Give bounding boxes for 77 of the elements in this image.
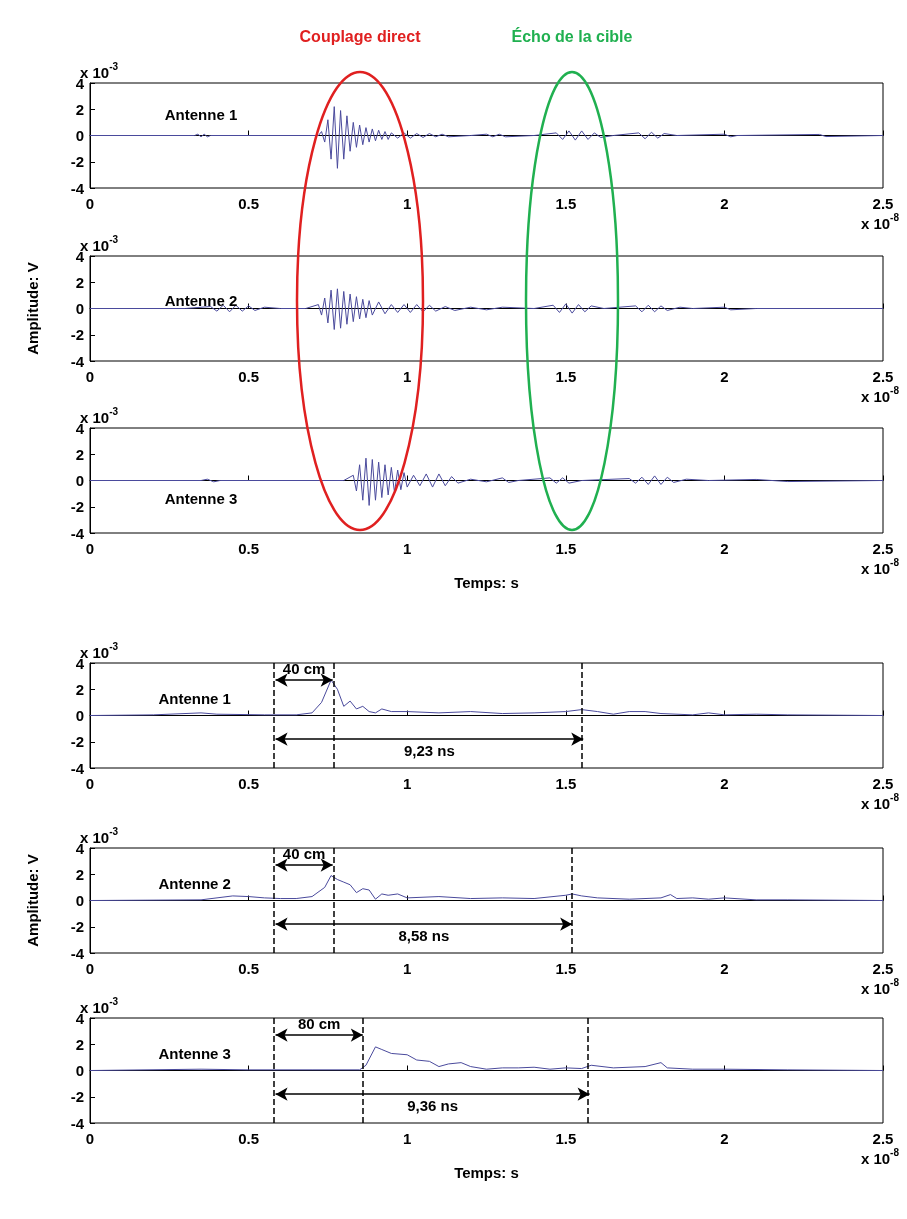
x-tick-label: 1 xyxy=(403,960,412,977)
y-tick-label: -2 xyxy=(70,326,84,344)
y-tick-label: 2 xyxy=(75,1035,84,1053)
y-tick-label: 0 xyxy=(75,300,84,317)
x-tick-label: 1 xyxy=(403,540,412,557)
x-tick-label: 1.5 xyxy=(555,960,577,977)
line-series xyxy=(89,106,884,169)
x-tick-label: 0.5 xyxy=(238,1130,260,1147)
line-series xyxy=(89,457,884,506)
annotation: 9,36 ns xyxy=(407,1097,459,1115)
y-tick-label: 2 xyxy=(75,680,84,698)
y-tick-label: -2 xyxy=(70,498,84,516)
text: Couplage direct xyxy=(298,28,422,46)
annotation: 40 cm xyxy=(282,660,326,678)
y-tick-label: -4 xyxy=(70,352,85,370)
x-tick-label: 2.5 xyxy=(872,960,894,977)
x-tick-label: 1 xyxy=(403,368,412,385)
x-tick-label: 2 xyxy=(720,195,729,212)
line-series xyxy=(89,288,884,330)
x-tick-label: 0.5 xyxy=(238,195,260,212)
y-tick-label: -2 xyxy=(70,733,84,751)
x-tick-label: 1 xyxy=(403,775,412,792)
x-tick-label: 0.5 xyxy=(238,960,260,977)
annotation: 40 cm xyxy=(282,845,326,863)
x-axis-title: Temps: s xyxy=(454,1164,519,1181)
y-tick-label: -2 xyxy=(70,153,84,171)
series-label: Antenne 3 xyxy=(158,1044,231,1062)
x-tick-label: 1 xyxy=(403,195,412,212)
y-tick-label: 0 xyxy=(75,472,84,489)
series-label: Antenne 1 xyxy=(164,106,238,123)
series-label: Antenne 2 xyxy=(158,874,231,892)
x-tick-label: 1.5 xyxy=(555,1130,577,1147)
annotation: 8,58 ns xyxy=(398,927,450,945)
annotation: 9,23 ns xyxy=(403,742,455,760)
line-series xyxy=(89,875,884,901)
y-tick-label: 0 xyxy=(75,127,84,144)
text: Écho de la cible xyxy=(510,28,634,46)
y-tick-label: -4 xyxy=(70,179,85,197)
y-tick-label: -2 xyxy=(70,1088,84,1106)
x-tick-label: 0.5 xyxy=(238,368,260,385)
y-tick-label: 0 xyxy=(75,1062,84,1079)
x-tick-label: 2 xyxy=(720,1130,729,1147)
x-tick-label: 2.5 xyxy=(872,775,894,792)
x-axis-title: Temps: s xyxy=(454,574,519,591)
annotation: 80 cm xyxy=(297,1015,341,1033)
y-tick-label: 2 xyxy=(75,865,84,883)
x-tick-label: 2.5 xyxy=(872,368,894,385)
x-tick-label: 1.5 xyxy=(555,195,577,212)
y-tick-label: -4 xyxy=(70,524,85,542)
x-tick-label: 2 xyxy=(720,540,729,557)
y-tick-label: 2 xyxy=(75,445,84,463)
y-tick-label: 2 xyxy=(75,100,84,118)
y-axis-title: Amplitude: V xyxy=(24,854,41,947)
x-tick-label: 1.5 xyxy=(555,775,577,792)
x-tick-label: 2.5 xyxy=(872,195,894,212)
x-tick-label: 2.5 xyxy=(872,1130,894,1147)
y-tick-label: 2 xyxy=(75,273,84,291)
y-tick-label: -4 xyxy=(70,1114,85,1132)
series-label: Antenne 3 xyxy=(164,490,238,508)
x-tick-label: 2 xyxy=(720,960,729,977)
x-tick-label: 2 xyxy=(720,775,729,792)
y-tick-label: -4 xyxy=(70,944,85,962)
x-tick-label: 0.5 xyxy=(238,775,260,792)
y-tick-label: -2 xyxy=(70,918,84,936)
series-label: Antenne 2 xyxy=(164,292,238,310)
y-tick-label: 0 xyxy=(75,707,84,724)
x-tick-label: 1.5 xyxy=(555,540,577,557)
series-label: Antenne 1 xyxy=(158,689,231,707)
line-series xyxy=(89,1046,884,1071)
y-axis-title: Amplitude: V xyxy=(24,262,41,355)
x-tick-label: 2.5 xyxy=(872,540,894,557)
x-tick-label: 1 xyxy=(403,1130,412,1147)
x-tick-label: 0.5 xyxy=(238,540,260,557)
x-tick-label: 2 xyxy=(720,368,729,385)
y-tick-label: 0 xyxy=(75,892,84,909)
x-tick-label: 1.5 xyxy=(555,368,577,385)
y-tick-label: -4 xyxy=(70,759,85,777)
